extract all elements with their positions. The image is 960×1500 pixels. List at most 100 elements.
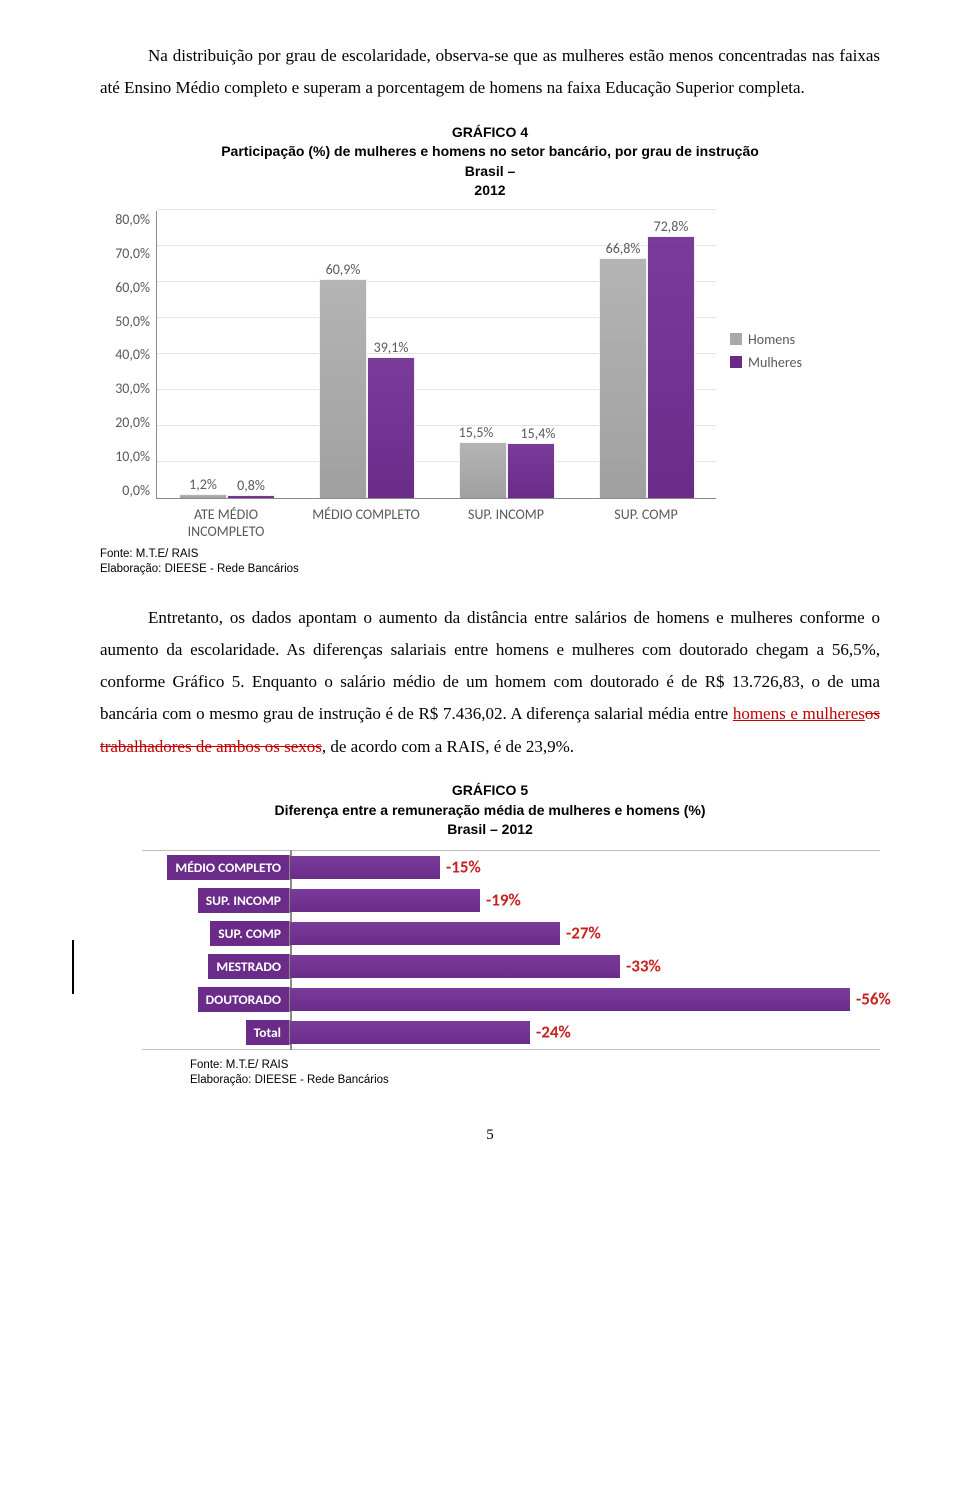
chart1-categories: ATE MÉDIO INCOMPLETOMÉDIO COMPLETOSUP. I… [156, 507, 716, 541]
chart2-bar [290, 988, 850, 1011]
chart1-title-l2: Participação (%) de mulheres e homens no… [100, 142, 880, 162]
bar-homens: 15,5% [459, 442, 507, 498]
bar-homens: 1,2% [179, 494, 227, 498]
bar-label: 39,1% [374, 339, 409, 356]
bar-label: 1,2% [189, 476, 217, 493]
chart1-yaxis: 0,0%10,0%20,0%30,0%40,0%50,0%60,0%70,0%8… [100, 211, 156, 499]
legend-swatch-gray [730, 333, 742, 345]
chart2-bar [290, 1021, 530, 1044]
bar-label: 15,4% [521, 425, 556, 442]
chart1-legend: Homens Mulheres [716, 331, 802, 499]
intro-paragraph: Na distribuição por grau de escolaridade… [100, 40, 880, 105]
chart2-plot-cell: -19% [290, 884, 880, 917]
chart2-title-l1: GRÁFICO 5 [100, 781, 880, 801]
chart1-group: 60,9%39,1% [319, 279, 415, 498]
chart1-source: Fonte: M.T.E/ RAIS Elaboração: DIEESE - … [100, 547, 880, 578]
chart2-category-cell: Total [100, 1016, 290, 1049]
bar-label: 15,5% [459, 424, 494, 441]
chart1-ytick: 0,0% [100, 482, 150, 499]
chart2-row: SUP. COMP -27% [100, 917, 880, 950]
bar-mulheres: 72,8% [647, 236, 695, 498]
chart1-title-l3: Brasil – [100, 162, 880, 182]
legend-mulheres: Mulheres [730, 354, 802, 371]
chart2-value-label: -27% [566, 923, 601, 944]
chart2-row: DOUTORADO-56% [100, 983, 880, 1016]
bar-mulheres: 39,1% [367, 357, 415, 498]
chart1: 0,0%10,0%20,0%30,0%40,0%50,0%60,0%70,0%8… [100, 211, 880, 499]
chart1-title-l4: 2012 [100, 181, 880, 201]
bar-mulheres: 15,4% [507, 443, 555, 498]
chart2-rows: MÉDIO COMPLETO -15% SUP. INCOMP -19% SUP. CO… [100, 851, 880, 1049]
chart1-title: GRÁFICO 4 Participação (%) de mulheres e… [100, 123, 880, 201]
chart2-row: SUP. INCOMP -19% [100, 884, 880, 917]
chart2-category-label: MESTRADO [208, 954, 290, 979]
chart2-plot-cell: -15% [290, 851, 880, 884]
chart2-value-label: -19% [486, 890, 521, 911]
chart2-bar [290, 856, 440, 879]
chart1-category: SUP. COMP [576, 507, 716, 541]
chart2-value-label: -33% [626, 956, 661, 977]
source2-line2: Elaboração: DIEESE - Rede Bancários [190, 1073, 880, 1089]
chart2-plot-cell: -24% [290, 1016, 880, 1049]
bar-label: 60,9% [326, 261, 361, 278]
source1-line2: Elaboração: DIEESE - Rede Bancários [100, 562, 880, 578]
chart1-ytick: 30,0% [100, 380, 150, 397]
chart1-group: 1,2%0,8% [179, 494, 275, 498]
chart1-group: 15,5%15,4% [459, 442, 555, 498]
chart2-bottom-border [142, 1049, 880, 1050]
chart2-category-cell: SUP. INCOMP [100, 884, 290, 917]
chart1-ytick: 80,0% [100, 211, 150, 228]
chart2-category-cell: DOUTORADO [100, 983, 290, 1016]
chart2-category-label: SUP. INCOMP [198, 888, 290, 913]
chart1-plot: 1,2%0,8%60,9%39,1%15,5%15,4%66,8%72,8% [156, 211, 716, 499]
chart2-category-label: MÉDIO COMPLETO [167, 855, 290, 880]
chart1-ytick: 40,0% [100, 346, 150, 363]
bar-homens: 60,9% [319, 279, 367, 498]
chart1-ytick: 70,0% [100, 245, 150, 262]
page-number: 5 [100, 1127, 880, 1144]
chart2-category-label: DOUTORADO [198, 987, 290, 1012]
para2-part-b: , de acordo com a RAIS, é de 23,9%. [322, 737, 574, 756]
chart1-ytick: 50,0% [100, 313, 150, 330]
chart2-title-l3: Brasil – 2012 [100, 820, 880, 840]
chart2-row: Total-24% [100, 1016, 880, 1049]
chart1-category: MÉDIO COMPLETO [296, 507, 436, 541]
body-paragraph: Entretanto, os dados apontam o aumento d… [100, 602, 880, 763]
source1-line1: Fonte: M.T.E/ RAIS [100, 547, 880, 563]
chart2-row: MÉDIO COMPLETO -15% [100, 851, 880, 884]
chart2-plot-cell: -33% [290, 950, 880, 983]
bar-label: 72,8% [654, 218, 689, 235]
legend-swatch-purple [730, 356, 742, 368]
source2-line1: Fonte: M.T.E/ RAIS [190, 1058, 880, 1074]
chart2-source: Fonte: M.T.E/ RAIS Elaboração: DIEESE - … [190, 1058, 880, 1089]
chart1-category: ATE MÉDIO INCOMPLETO [156, 507, 296, 541]
chart1-ytick: 20,0% [100, 414, 150, 431]
chart2-bar [290, 889, 480, 912]
chart1-ytick: 10,0% [100, 448, 150, 465]
chart2-value-label: -56% [856, 989, 891, 1010]
bar-label: 66,8% [606, 240, 641, 257]
chart2-plot-cell: -27% [290, 917, 880, 950]
bar-mulheres: 0,8% [227, 495, 275, 498]
chart2-title: GRÁFICO 5 Diferença entre a remuneração … [100, 781, 880, 840]
chart2-value-label: -15% [446, 857, 481, 878]
bar-label: 0,8% [237, 477, 265, 494]
change-bar [72, 940, 74, 994]
chart2-category-label: SUP. COMP [210, 921, 290, 946]
chart2-bar [290, 955, 620, 978]
chart1-group: 66,8%72,8% [599, 236, 695, 498]
bar-homens: 66,8% [599, 258, 647, 498]
chart2-title-l2: Diferença entre a remuneração média de m… [100, 801, 880, 821]
legend-label-mulheres: Mulheres [748, 354, 802, 371]
legend-homens: Homens [730, 331, 802, 348]
inserted-text: homens e mulheres [733, 704, 865, 723]
chart1-title-l1: GRÁFICO 4 [100, 123, 880, 143]
chart2-category-cell: MÉDIO COMPLETO [100, 851, 290, 884]
chart2-category-cell: MESTRADO [100, 950, 290, 983]
chart2: MÉDIO COMPLETO -15% SUP. INCOMP -19% SUP. CO… [100, 850, 880, 1050]
legend-label-homens: Homens [748, 331, 795, 348]
chart2-category-label: Total [246, 1020, 290, 1045]
chart2-bar [290, 922, 560, 945]
chart2-category-cell: SUP. COMP [100, 917, 290, 950]
chart2-row: MESTRADO -33% [100, 950, 880, 983]
